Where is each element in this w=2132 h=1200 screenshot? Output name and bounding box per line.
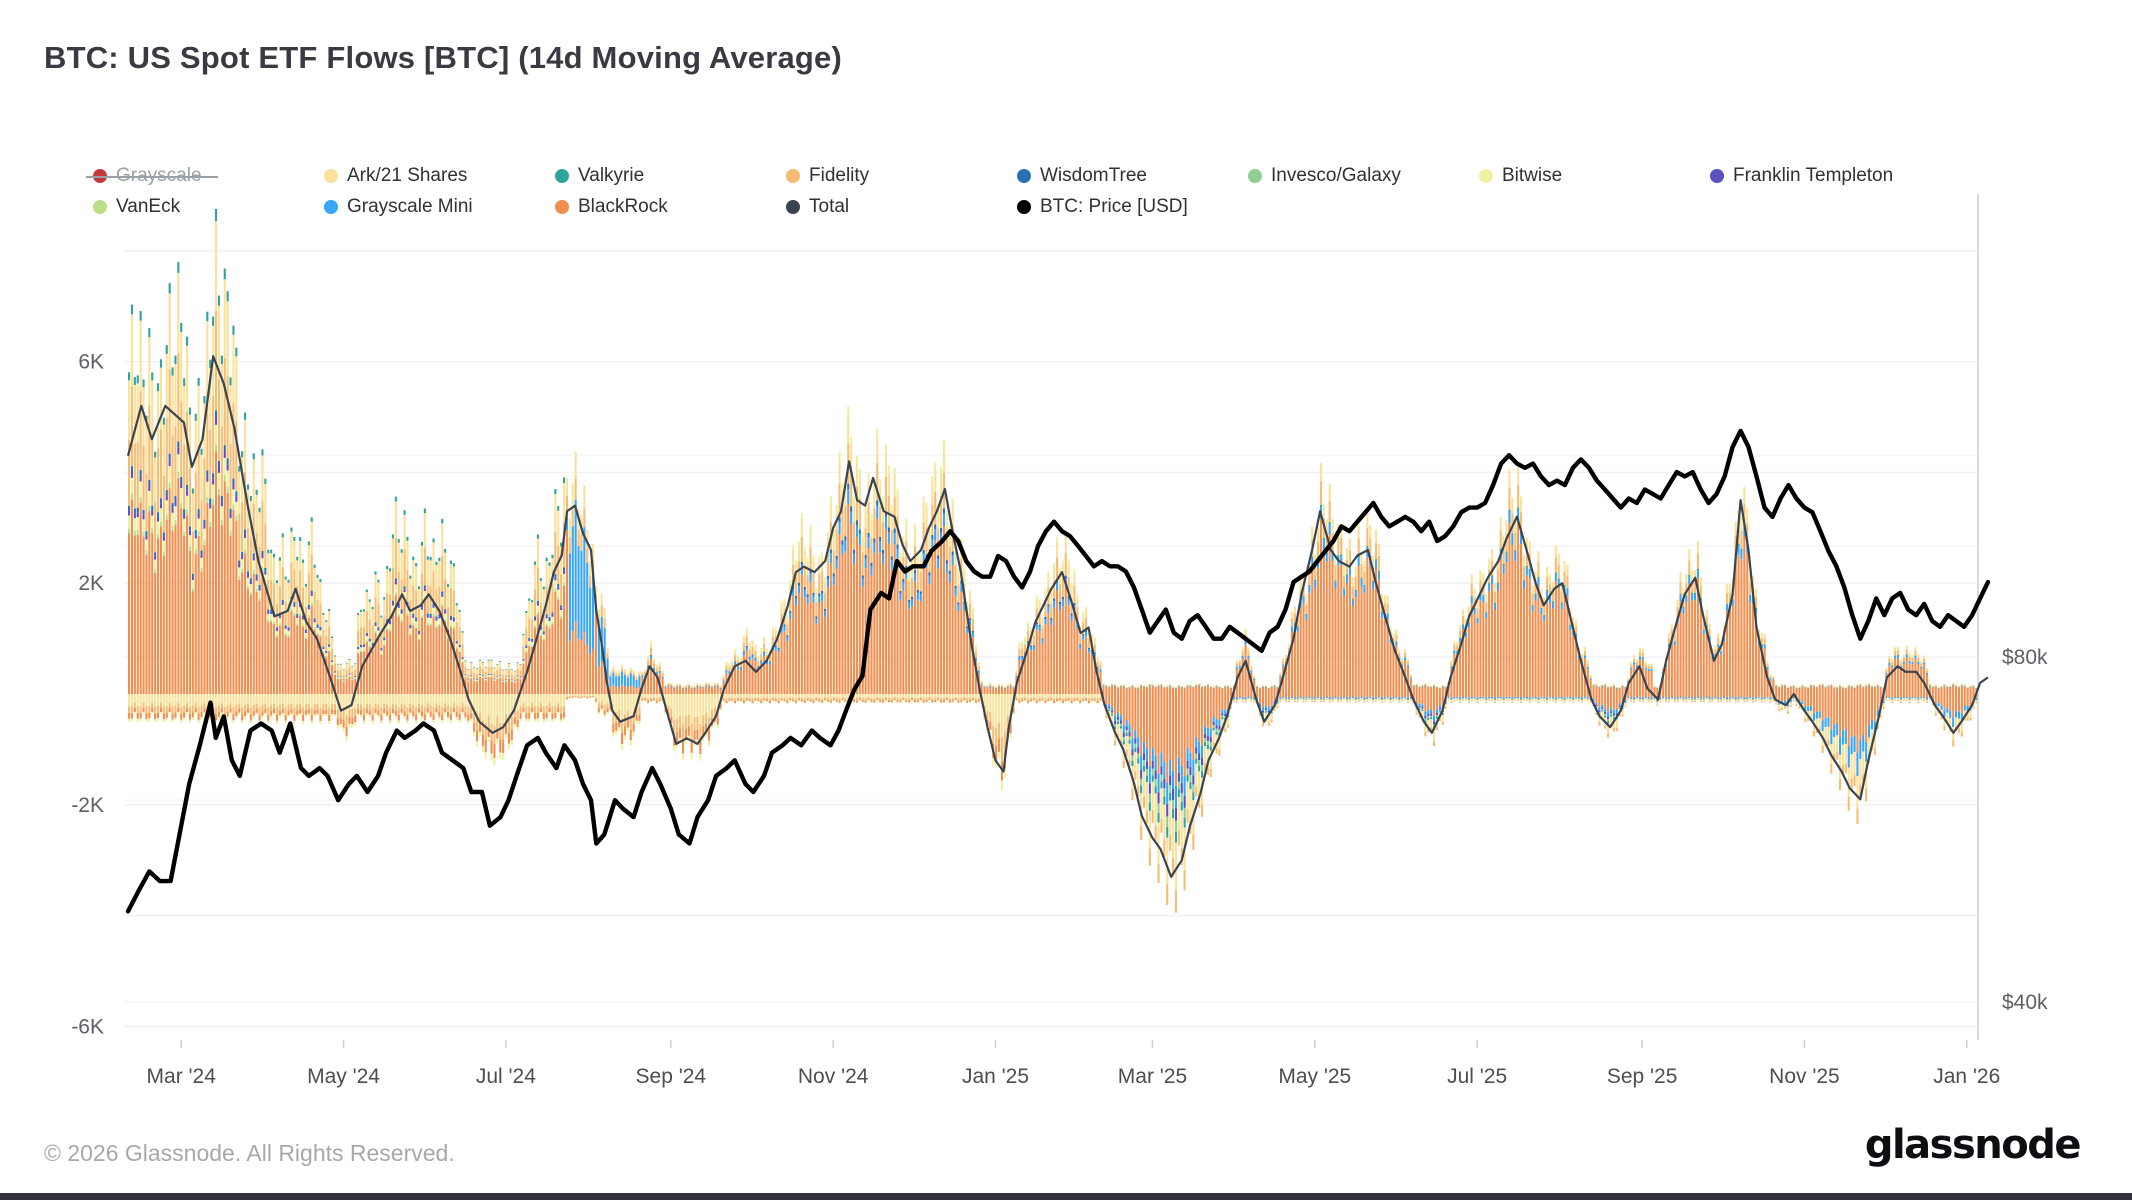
- legend-label-bitwise: Bitwise: [1502, 164, 1563, 186]
- legend-row-1: Grayscale Ark/21 Shares Valkyrie Fidelity Wi…: [86, 160, 2053, 191]
- legend-label-wisdomtree: WisdomTree: [1040, 164, 1147, 186]
- y-right-tick-$80k: $80k: [2002, 646, 2048, 669]
- copyright-text: © 2026 Glassnode. All Rights Reserved.: [44, 1140, 455, 1166]
- glassnode-logo[interactable]: glassnode: [1864, 1122, 2082, 1168]
- x-tick-Sep '25: Sep '25: [1607, 1065, 1678, 1088]
- legend-dot-vaneck: [93, 199, 107, 214]
- y-left-tick--2K: -2K: [71, 794, 104, 817]
- x-tick-May '24: May '24: [307, 1065, 380, 1088]
- legend-item-franklin[interactable]: Franklin Templeton: [1710, 165, 1941, 187]
- legend-label-blackrock: BlackRock: [578, 195, 668, 217]
- legend-dot-franklin: [1710, 168, 1724, 183]
- legend-item-total[interactable]: Total: [786, 196, 1017, 218]
- page-title: BTC: US Spot ETF Flows [BTC] (14d Moving…: [44, 40, 843, 75]
- legend-label-vaneck: VanEck: [116, 195, 181, 217]
- legend-dot-bitwise: [1479, 168, 1493, 183]
- legend-item-mini[interactable]: Grayscale Mini: [324, 196, 555, 218]
- legend-label-price: BTC: Price [USD]: [1040, 195, 1188, 217]
- btc-price-line: [125, 428, 1991, 914]
- y-left-tick-2K: 2K: [78, 572, 104, 595]
- legend-item-grayscale[interactable]: Grayscale: [86, 165, 324, 187]
- legend-item-bitwise[interactable]: Bitwise: [1479, 165, 1710, 187]
- legend: Grayscale Ark/21 Shares Valkyrie Fidelity Wi…: [86, 160, 2053, 222]
- legend-dot-total: [786, 199, 800, 214]
- x-tick-Nov '24: Nov '24: [798, 1065, 869, 1088]
- x-tick-Jul '24: Jul '24: [476, 1065, 536, 1088]
- legend-label-valkyrie: Valkyrie: [578, 164, 645, 186]
- y-right-tick-$40k: $40k: [2002, 991, 2048, 1014]
- x-tick-Jul '25: Jul '25: [1447, 1065, 1507, 1088]
- legend-label-franklin: Franklin Templeton: [1733, 164, 1894, 186]
- legend-dot-blackrock: [555, 199, 569, 214]
- legend-dot-mini: [324, 199, 338, 214]
- x-tick-Nov '25: Nov '25: [1769, 1065, 1840, 1088]
- legend-label-fidelity: Fidelity: [809, 164, 870, 186]
- bottom-bar: [0, 1193, 2132, 1200]
- legend-dot-invesco: [1248, 168, 1262, 183]
- x-tick-Mar '25: Mar '25: [1118, 1065, 1187, 1088]
- legend-item-invesco[interactable]: Invesco/Galaxy: [1248, 165, 1479, 187]
- x-tick-May '25: May '25: [1278, 1065, 1351, 1088]
- legend-label-invesco: Invesco/Galaxy: [1271, 164, 1401, 186]
- legend-dot-valkyrie: [555, 168, 569, 183]
- y-left-tick--6K: -6K: [71, 1015, 104, 1038]
- legend-label-total: Total: [809, 195, 850, 217]
- legend-dot-wisdomtree: [1017, 168, 1031, 183]
- legend-dot-ark: [324, 168, 338, 183]
- legend-item-vaneck[interactable]: VanEck: [93, 196, 324, 218]
- legend-label-ark: Ark/21 Shares: [347, 164, 468, 186]
- total-flow-line: [126, 355, 1989, 878]
- x-tick-Mar '24: Mar '24: [147, 1065, 217, 1088]
- y-left-tick-6K: 6K: [78, 351, 104, 374]
- legend-item-fidelity[interactable]: Fidelity: [786, 165, 1017, 187]
- x-tick-Sep '24: Sep '24: [636, 1065, 707, 1088]
- legend-item-blackrock[interactable]: BlackRock: [555, 196, 786, 218]
- legend-item-wisdomtree[interactable]: WisdomTree: [1017, 165, 1248, 187]
- legend-item-ark[interactable]: Ark/21 Shares: [324, 165, 555, 187]
- x-tick-Jan '26: Jan '26: [1933, 1065, 2000, 1088]
- legend-dot-fidelity: [786, 168, 800, 183]
- legend-label-mini: Grayscale Mini: [347, 195, 473, 217]
- legend-dot-price: [1017, 199, 1031, 214]
- flow-bars: [128, 208, 1978, 913]
- legend-item-valkyrie[interactable]: Valkyrie: [555, 165, 786, 187]
- x-tick-Jan '25: Jan '25: [962, 1065, 1029, 1088]
- legend-row-2: VanEck Grayscale Mini BlackRock Total BTC: P…: [93, 191, 2053, 222]
- legend-item-price[interactable]: BTC: Price [USD]: [1017, 196, 1248, 218]
